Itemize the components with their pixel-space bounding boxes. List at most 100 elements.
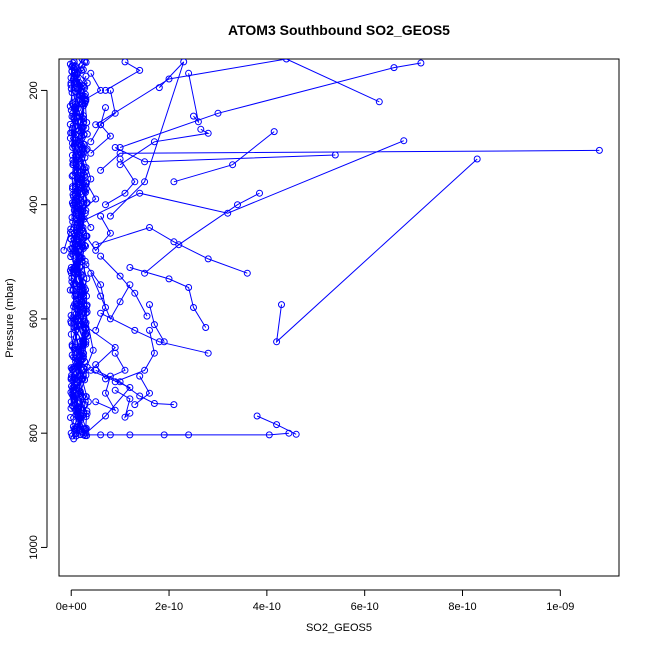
data-point [331,151,339,159]
data-point [106,212,114,220]
data-point [73,378,81,386]
data-point [77,412,85,420]
data-point [400,137,408,145]
data-point [390,64,398,72]
data-point [77,213,85,221]
data-point [146,224,153,231]
data-point [69,423,77,430]
plot-frame [58,58,620,577]
x-axis-label: SO2_GEOS5 [306,622,372,634]
data-point [102,201,109,209]
data-point [194,118,202,126]
data-point [87,269,95,277]
series-line [119,128,210,166]
series-line [144,192,260,274]
series-line [105,61,141,91]
data-point [92,195,100,203]
data-point [81,357,89,365]
data-point [417,59,425,67]
data-point [97,212,105,220]
data-point [126,395,134,403]
data-point [70,345,78,353]
data-point [141,178,149,186]
data-point [136,189,144,197]
data-point [292,430,300,438]
data-point [146,301,153,309]
data-point [229,161,237,169]
data-point [102,86,109,94]
data-point [278,301,285,309]
data-point [69,59,77,67]
data-point [116,378,124,386]
series-line [95,375,117,412]
data-point [116,298,124,306]
data-point [71,140,78,148]
data-point [116,272,124,280]
series-line [90,90,116,143]
data-point [82,319,90,327]
data-point [102,389,109,397]
series-line [149,304,165,343]
data-point [111,144,119,151]
data-point [111,349,119,357]
y-tick-label: 200 [28,81,40,99]
data-point [265,431,273,439]
data-point [75,78,83,86]
data-point [92,398,100,406]
data-point [155,338,163,346]
data-point [102,412,109,420]
data-point [126,409,134,417]
data-point [111,378,119,386]
data-point [150,349,158,357]
data-point [72,323,80,331]
series-line [80,140,404,223]
data-point [71,79,78,87]
data-point [136,392,144,400]
data-point [82,124,90,132]
series-line [188,73,200,124]
y-tick-label: 800 [28,424,40,442]
series-line [114,147,336,163]
series-line [100,255,148,317]
data-point [243,269,251,277]
data-point [68,244,76,252]
data-point [214,109,222,117]
data-point [92,121,100,129]
y-axis-label: Pressure (mbar) [4,278,16,357]
data-point [165,275,173,283]
data-point [83,292,90,300]
data-point [79,375,87,383]
data-point [67,374,75,382]
data-point [82,164,90,172]
data-point [60,246,68,254]
data-point [185,431,193,439]
y-tick-label: 600 [28,310,40,328]
data-point [111,109,119,117]
data-point [180,59,188,66]
data-point [204,129,212,137]
data-point [82,413,90,420]
data-point [73,411,81,419]
data-point [595,146,603,154]
data-point [82,188,89,196]
data-point [150,400,158,407]
data-point [273,421,281,429]
data-point [67,253,75,261]
x-tick-label: 2e-10 [155,601,183,613]
series-line [256,415,297,435]
data-point [71,292,79,300]
data-point [79,66,87,74]
data-point [69,387,77,395]
x-tick-label: 0e+00 [56,601,87,613]
data-point [143,312,151,320]
data-point [73,223,81,231]
data-point [285,429,293,437]
data-point [165,75,173,83]
data-point [75,322,83,330]
data-point [106,229,114,237]
data-point [111,386,119,394]
data-point [77,92,85,100]
data-point [83,275,91,283]
